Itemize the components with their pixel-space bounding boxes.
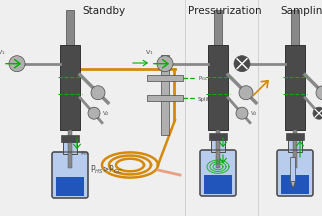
Circle shape (236, 107, 248, 119)
Bar (281, 175, 309, 194)
Circle shape (234, 56, 250, 72)
Bar (211, 140, 225, 152)
Circle shape (313, 107, 322, 119)
Text: V$_{1}$: V$_{1}$ (0, 48, 6, 57)
FancyBboxPatch shape (200, 150, 236, 196)
Text: V$_{2}$: V$_{2}$ (102, 109, 110, 118)
Bar (66, 10, 74, 45)
Text: V$_{2}$: V$_{2}$ (250, 109, 258, 118)
Text: V$_{1}$: V$_{1}$ (222, 48, 231, 57)
Bar (147, 95, 183, 101)
Text: Sampling: Sampling (280, 6, 322, 16)
Text: Split: Split (198, 97, 210, 102)
Bar (291, 10, 299, 45)
Bar (285, 45, 305, 130)
Bar (61, 135, 79, 142)
Bar (63, 142, 77, 154)
Circle shape (91, 86, 105, 100)
Circle shape (157, 56, 173, 72)
Circle shape (239, 86, 253, 100)
Polygon shape (290, 181, 296, 188)
Bar (288, 140, 302, 152)
Text: P$_{m}$: P$_{m}$ (80, 149, 90, 158)
Bar (161, 55, 169, 135)
Bar (204, 175, 232, 194)
Circle shape (316, 86, 322, 100)
Circle shape (9, 56, 25, 72)
Text: V$_{1}$: V$_{1}$ (145, 48, 154, 57)
Text: P$_{GC}$: P$_{GC}$ (198, 75, 209, 83)
FancyBboxPatch shape (277, 150, 313, 196)
Bar (214, 10, 222, 45)
Bar (209, 133, 227, 140)
Text: Pressurization: Pressurization (188, 6, 261, 16)
Bar (293, 130, 297, 168)
Bar (56, 177, 84, 196)
Text: P$_{HS}$>P$_{GC}$: P$_{HS}$>P$_{GC}$ (90, 163, 123, 175)
Circle shape (88, 107, 100, 119)
Bar (68, 130, 72, 168)
Bar (290, 157, 296, 181)
Bar (60, 45, 80, 130)
Text: Standby: Standby (82, 6, 125, 16)
Bar (147, 75, 183, 81)
FancyBboxPatch shape (52, 152, 88, 198)
Bar (208, 45, 228, 130)
Bar (216, 130, 220, 168)
Bar (286, 133, 304, 140)
